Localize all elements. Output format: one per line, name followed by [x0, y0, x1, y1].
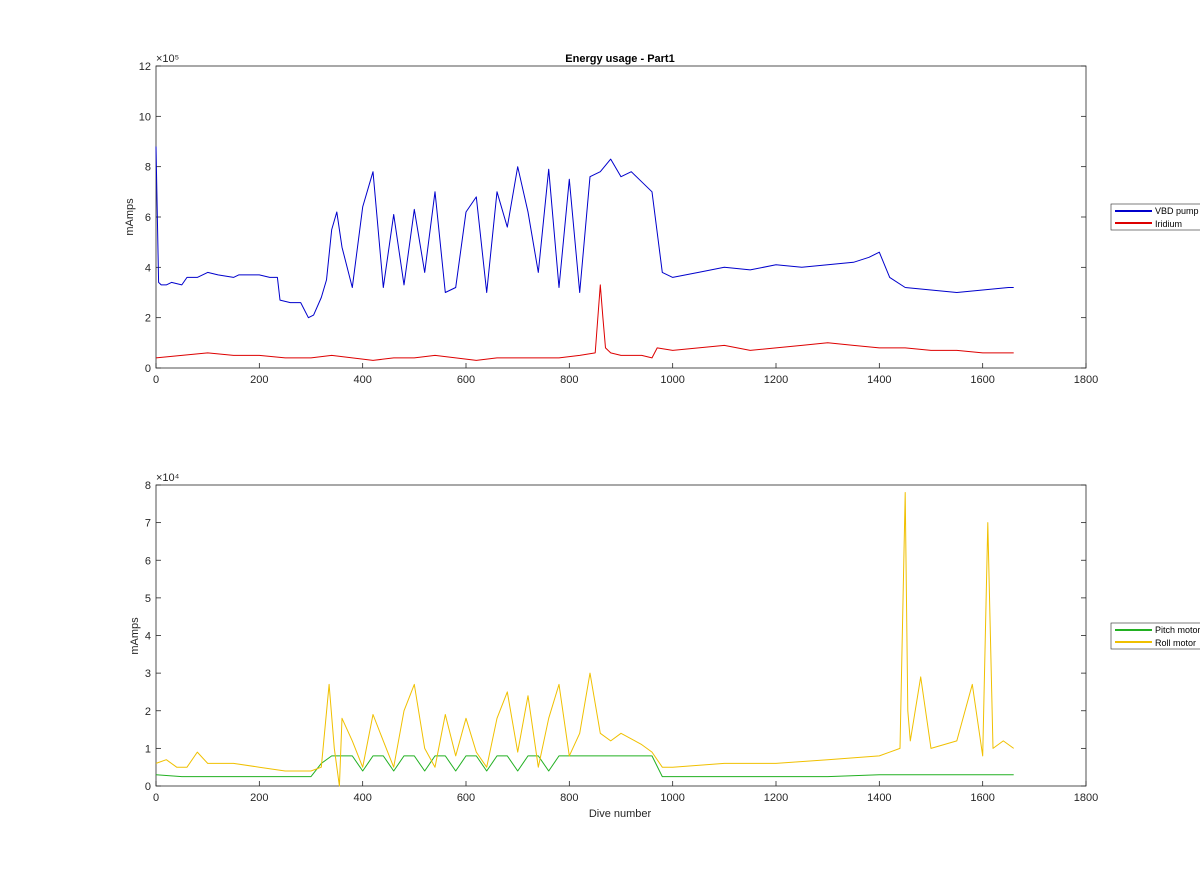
chart-bottom-x-axis-label: Dive number: [589, 808, 652, 820]
x-tick-label: 1400: [867, 792, 891, 804]
y-tick-label: 7: [145, 518, 151, 530]
x-tick-label: 200: [250, 374, 268, 386]
chart-bottom-y-exponent: ×10⁴: [156, 472, 180, 484]
x-tick-label: 0: [153, 792, 159, 804]
chart-bottom-plot-area: [155, 484, 1087, 787]
y-tick-label: 3: [145, 668, 151, 680]
x-tick-label: 1000: [660, 792, 684, 804]
y-tick-label: 5: [145, 593, 151, 605]
legend-label-pitch-motor: Pitch motor: [1155, 625, 1200, 635]
x-tick-label: 200: [250, 792, 268, 804]
x-tick-label: 1200: [764, 374, 788, 386]
series-line-iridium: [155, 284, 1014, 361]
y-tick-label: 10: [139, 111, 151, 123]
x-tick-label: 400: [353, 792, 371, 804]
chart-bottom: 0 200 400 600 800 1000 1200 1400 1600 1800 0 1 2 3 4 5…: [129, 472, 1200, 820]
y-tick-label: 0: [145, 363, 151, 375]
x-tick-label: 600: [457, 792, 475, 804]
y-tick-label: 12: [139, 61, 151, 73]
chart-bottom-y-axis-label: mAmps: [129, 617, 141, 655]
x-tick-label: 1600: [970, 374, 994, 386]
x-tick-label: 1600: [970, 792, 994, 804]
y-tick-label: 6: [145, 212, 151, 224]
y-tick-label: 4: [145, 262, 151, 274]
y-tick-label: 0: [145, 781, 151, 793]
x-tick-label: 1800: [1074, 374, 1098, 386]
chart-bottom-series-group: [155, 492, 1014, 787]
chart-top-y-ticks: 0 2 4 6 8 10 12: [139, 61, 1086, 375]
y-tick-label: 8: [145, 480, 151, 492]
y-tick-label: 2: [145, 706, 151, 718]
chart-top: Energy usage - Part1 0 200 400 600 800 1000 12…: [124, 53, 1200, 386]
y-tick-label: 1: [145, 743, 151, 755]
chart-top-series-group: [155, 146, 1014, 361]
legend-label-vbd-pump: VBD pump: [1155, 206, 1199, 216]
x-tick-label: 800: [560, 792, 578, 804]
chart-bottom-legend: Pitch motor Roll motor: [1110, 622, 1200, 650]
x-tick-label: 800: [560, 374, 578, 386]
chart-top-y-axis-label: mAmps: [124, 198, 136, 236]
chart-top-legend-box: [1110, 203, 1200, 231]
x-tick-label: 600: [457, 374, 475, 386]
x-tick-label: 1400: [867, 374, 891, 386]
y-tick-label: 2: [145, 313, 151, 325]
chart-bottom-x-ticks: 0 200 400 600 800 1000 1200 1400 1600 1800: [153, 781, 1098, 804]
legend-label-roll-motor: Roll motor: [1155, 638, 1196, 648]
chart-top-y-exponent: ×10⁵: [156, 53, 179, 65]
chart-top-legend: VBD pump Iridium: [1110, 203, 1200, 231]
x-tick-label: 400: [353, 374, 371, 386]
y-tick-label: 6: [145, 555, 151, 567]
legend-label-iridium: Iridium: [1155, 219, 1182, 229]
chart-bottom-y-ticks: 0 1 2 3 4 5 6 7 8: [145, 480, 1086, 793]
x-tick-label: 1000: [660, 374, 684, 386]
x-tick-label: 1200: [764, 792, 788, 804]
y-tick-label: 8: [145, 162, 151, 174]
y-tick-label: 4: [145, 631, 151, 643]
chart-top-title: Energy usage - Part1: [565, 53, 674, 65]
chart-bottom-legend-box: [1110, 622, 1200, 650]
series-line-vbd-pump: [155, 146, 1014, 319]
chart-top-x-ticks: 0 200 400 600 800 1000 1200 1400 1600 1800: [153, 363, 1098, 386]
chart-top-plot-area: [155, 65, 1087, 369]
x-tick-label: 1800: [1074, 792, 1098, 804]
series-line-roll-motor: [155, 492, 1014, 787]
series-line-pitch-motor: [155, 755, 1014, 778]
x-tick-label: 0: [153, 374, 159, 386]
